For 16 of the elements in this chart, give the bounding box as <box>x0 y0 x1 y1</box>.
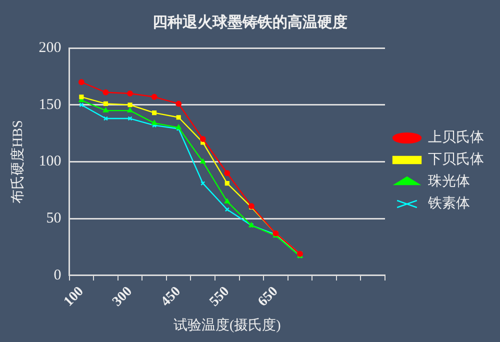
x-tick-label: 300 <box>110 284 136 310</box>
x-axis-title: 试验温度(摄氏度) <box>173 317 282 334</box>
legend-label: 上贝氏体 <box>428 130 484 146</box>
legend-label: 珠光体 <box>428 174 470 190</box>
y-tick-label: 200 <box>38 40 62 56</box>
y-axis-title: 布氏硬度HBS <box>10 120 26 204</box>
x-tick-label: 450 <box>158 284 184 310</box>
x-tick-label: 650 <box>256 284 282 310</box>
legend-label: 下贝氏体 <box>428 152 484 168</box>
y-tick-label: 50 <box>46 210 62 227</box>
legend-label: 铁素体 <box>427 196 470 212</box>
chart-title: 四种退火球墨铸铁的高温硬度 <box>152 12 348 31</box>
x-tick-label: 550 <box>207 284 233 310</box>
y-tick-label: 100 <box>38 154 62 170</box>
y-tick-label: 0 <box>54 267 62 284</box>
y-tick-label: 150 <box>38 96 62 113</box>
